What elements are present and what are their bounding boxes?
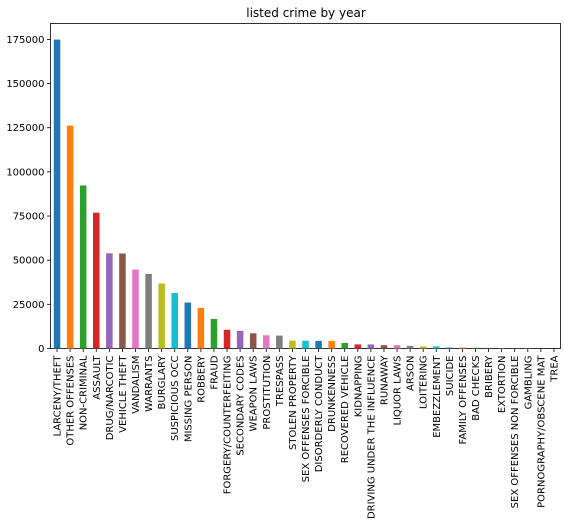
- bar: [341, 343, 348, 349]
- bar: [289, 340, 296, 349]
- x-tick-label: MISSING PERSON: [183, 356, 194, 443]
- plot-frame: [50, 23, 561, 349]
- x-tick-label: BAD CHECKS: [471, 356, 482, 421]
- x-tick-label: VEHICLE THEFT: [118, 355, 129, 433]
- bar: [145, 273, 152, 349]
- bar: [380, 345, 388, 349]
- bar: [119, 253, 126, 349]
- bar: [249, 333, 257, 349]
- y-tick-label: 175000: [6, 35, 44, 46]
- x-tick-label: ROBBERY: [196, 355, 207, 403]
- y-tick-label: 100000: [6, 167, 44, 178]
- x-tick-label: SEX OFFENSES NON FORCIBLE: [510, 356, 521, 509]
- bar: [276, 335, 283, 349]
- y-tick-label: 125000: [6, 123, 44, 134]
- bar: [184, 302, 192, 349]
- x-tick-label: RECOVERED VEHICLE: [340, 356, 351, 464]
- x-tick-label: LIQUOR LAWS: [393, 356, 404, 426]
- bar: [302, 340, 309, 349]
- bar: [93, 212, 100, 349]
- x-tick-label: LARCENY/THEFT: [53, 355, 64, 437]
- x-tick-label: BRIBERY: [484, 355, 495, 398]
- x-tick-label: EXTORTION: [497, 356, 508, 414]
- bar: [315, 340, 322, 349]
- bar: [446, 347, 453, 349]
- bar: [197, 307, 205, 349]
- x-tick-label: OTHER OFFENSES: [66, 356, 77, 446]
- bar: [354, 344, 362, 349]
- x-tick-label: NON-CRIMINAL: [79, 355, 90, 430]
- bar: [419, 346, 427, 349]
- x-tick-label: SEX OFFENSES FORCIBLE: [301, 356, 312, 483]
- x-tick-label: PORNOGRAPHY/OBSCENE MAT: [536, 355, 547, 508]
- bar: [328, 340, 335, 349]
- x-tick-label: VANDALISM: [131, 356, 142, 414]
- y-axis: 0 25000 50000 75000 100000 125000 150000 175000: [6, 35, 51, 355]
- bar: [236, 330, 244, 349]
- x-tick-label: WEAPON LAWS: [249, 356, 260, 432]
- y-tick-label: 25000: [13, 300, 45, 311]
- bar: [263, 335, 270, 349]
- x-tick-label: DRUG/NARCOTIC: [105, 355, 116, 440]
- x-tick-label: FRAUD: [209, 355, 220, 389]
- bar: [53, 39, 61, 349]
- x-tick-label: GAMBLING: [523, 356, 534, 410]
- bar: [106, 253, 113, 349]
- x-tick-label: ARSON: [406, 356, 417, 392]
- bar: [223, 329, 231, 349]
- bar: [171, 293, 178, 349]
- x-tick-label: WARRANTS: [144, 356, 155, 412]
- x-tick-label: SECONDARY CODES: [236, 356, 247, 456]
- x-tick-label: TRESPASS: [275, 356, 286, 408]
- x-tick-label: RUNAWAY: [379, 355, 390, 405]
- bar: [158, 283, 165, 349]
- x-axis: LARCENY/THEFT OTHER OFFENSES NON-CRIMINAL A…: [53, 348, 560, 520]
- x-tick-label: TREA: [549, 355, 560, 382]
- y-tick-label: 75000: [13, 212, 45, 223]
- y-tick-label: 50000: [13, 256, 45, 267]
- bar: [79, 185, 87, 349]
- chart-title: listed crime by year: [246, 6, 366, 20]
- bar: [485, 347, 492, 349]
- x-tick-label: FAMILY OFFENSES: [458, 356, 469, 445]
- bar: [459, 347, 466, 349]
- bar: [406, 345, 414, 349]
- x-tick-label: ASSAULT: [92, 355, 103, 400]
- bar: [210, 319, 218, 349]
- y-tick-label: 150000: [6, 79, 44, 90]
- bar: [66, 125, 74, 349]
- y-tick-label: 0: [38, 344, 44, 355]
- x-tick-label: LOITERING: [419, 356, 430, 410]
- x-tick-label: DRIVING UNDER THE INFLUENCE: [366, 356, 377, 520]
- bar: [367, 344, 375, 349]
- bars-group: [53, 39, 558, 349]
- x-tick-label: SUICIDE: [445, 356, 456, 397]
- x-tick-label: SUSPICIOUS OCC: [170, 355, 181, 440]
- x-tick-label: BURGLARY: [157, 355, 168, 410]
- x-tick-label: DRUNKENNESS: [327, 356, 338, 432]
- x-tick-label: PROSTITUTION: [262, 356, 273, 430]
- x-tick-label: DISORDERLY CONDUCT: [314, 355, 325, 473]
- x-tick-label: FORGERY/COUNTERFEITING: [223, 356, 234, 495]
- bar: [433, 346, 440, 349]
- x-tick-label: EMBEZZLEMENT: [432, 355, 443, 438]
- x-tick-label: STOLEN PROPERTY: [288, 355, 299, 450]
- x-tick-label: KIDNAPPING: [353, 356, 364, 418]
- bar: [472, 347, 479, 349]
- bar: [132, 269, 139, 349]
- bar: [393, 345, 401, 349]
